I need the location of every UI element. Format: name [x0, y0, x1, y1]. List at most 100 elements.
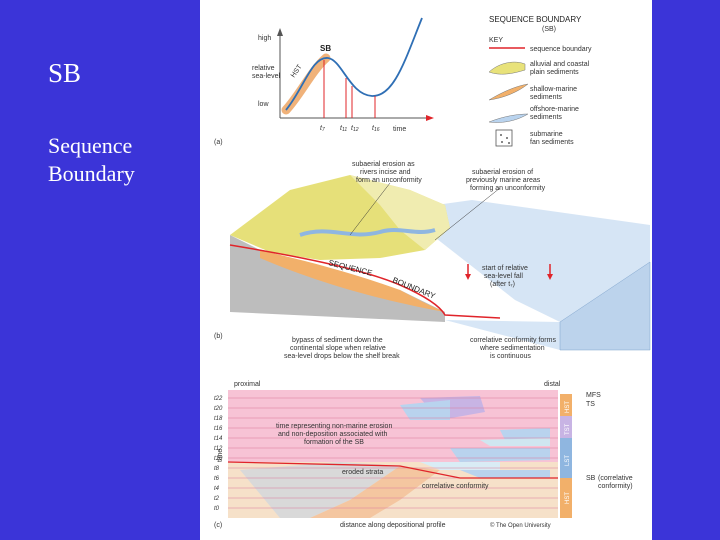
- ts-label: TS: [586, 401, 595, 408]
- y-label-high: high: [258, 35, 271, 42]
- erosion-note-2: and non-deposition associated with: [278, 431, 387, 438]
- panel-b-label: (b): [214, 333, 223, 340]
- system-tract-3: LST: [565, 455, 571, 466]
- subtitle-line-1: Sequence: [48, 133, 133, 158]
- sb-note-1: (correlative: [598, 475, 633, 482]
- sequence-boundary-figure: high relative sea-level low HST SB t7 t1…: [214, 15, 651, 529]
- sb-label: SB: [320, 44, 331, 53]
- system-tract-2: TST: [565, 423, 571, 435]
- callout-1-line-3: form an unconformity: [356, 177, 422, 184]
- x-axis-arrow: [426, 115, 434, 121]
- hst-label: HST: [290, 63, 304, 79]
- copyright: © The Open University: [490, 522, 551, 529]
- tick-t12: t12: [351, 125, 359, 133]
- panel-a-label: (a): [214, 139, 223, 146]
- caption-right-2: where sedimentation: [479, 345, 545, 352]
- key-swatch-shallow: [488, 83, 529, 101]
- svg-text:t20: t20: [214, 406, 223, 412]
- key-item-2a: alluvial and coastal: [530, 61, 590, 68]
- caption-right-1: correlative conformity forms: [470, 337, 556, 344]
- y-axis-arrow: [277, 28, 283, 36]
- erosion-note-3: formation of the SB: [304, 439, 364, 446]
- key-item-4b: sediments: [530, 114, 562, 121]
- key-item-4a: offshore-marine: [530, 106, 579, 113]
- svg-text:t14: t14: [214, 436, 223, 442]
- sea-fall-arrow-2: [547, 274, 553, 280]
- callout-3-line-2: sea-level fall: [484, 273, 523, 280]
- tick-t16: t16: [372, 125, 380, 133]
- shallow-wedge: [260, 250, 445, 312]
- slide-title: SB: [48, 58, 82, 88]
- x-label-time: time: [393, 126, 406, 133]
- caption-left-2: continental slope when relative: [290, 345, 386, 352]
- key-item-3a: shallow-marine: [530, 86, 577, 93]
- svg-text:t22: t22: [214, 396, 223, 402]
- correlative-conformity-label: correlative conformity: [422, 483, 489, 490]
- y-axis-time-c: time: [217, 449, 224, 462]
- svg-text:t10: t10: [214, 456, 223, 462]
- svg-text:t2: t2: [214, 496, 220, 502]
- proximal-label: proximal: [234, 381, 261, 388]
- key-item-3b: sediments: [530, 94, 562, 101]
- key-swatch-fan: [495, 129, 513, 147]
- sea-side: [559, 261, 651, 351]
- key-item-5a: submarine: [530, 131, 563, 138]
- svg-text:t0: t0: [214, 506, 220, 512]
- key-heading-2: (SB): [542, 26, 556, 33]
- key-legend: SEQUENCE BOUNDARY (SB) KEY sequence boun…: [488, 15, 592, 147]
- callout-2-line-3: forming an unconformity: [470, 185, 546, 192]
- sequence-boundary-line: [229, 244, 501, 319]
- system-tract-4: HST: [565, 492, 571, 504]
- svg-text:t4: t4: [214, 486, 220, 492]
- svg-text:t12: t12: [214, 446, 223, 452]
- sb-note-2: conformity): [598, 483, 633, 490]
- caption-left-1: bypass of sediment down the: [292, 337, 383, 344]
- panel-b-block-diagram: SEQUENCE BOUNDARY subaerial erosion as r…: [214, 161, 651, 360]
- panel-a-sea-level-graph: high relative sea-level low HST SB t7 t1…: [214, 17, 434, 146]
- callout-2-line-1: subaerial erosion of: [472, 169, 533, 176]
- sb-label-c: SB: [586, 475, 596, 482]
- svg-text:t18: t18: [214, 416, 223, 422]
- key-item-2b: plain sediments: [530, 69, 579, 76]
- sea-surface: [400, 200, 650, 322]
- key-swatch-alluvial: [488, 61, 526, 75]
- svg-text:t6: t6: [214, 476, 220, 482]
- callout-2-line-2: previously marine areas: [466, 177, 541, 184]
- slide-subtitle: Sequence Boundary: [48, 132, 198, 188]
- time-tick-labels: t22 t20 t18 t16 t14 t12 t10 t8 t6 t4 t2 …: [214, 396, 223, 512]
- river: [299, 228, 436, 237]
- time-lines: [228, 397, 558, 509]
- sb-line-c: [227, 461, 558, 479]
- callout-1-line-2: rivers incise and: [360, 169, 411, 176]
- y-label-sea-level: sea-level: [252, 73, 280, 80]
- callout-1-line-1: subaerial erosion as: [352, 161, 415, 168]
- x-axis-label-c: distance along depositional profile: [340, 522, 446, 529]
- y-label-relative: relative: [252, 65, 275, 72]
- erosion-note-1: time representing non-marine erosion: [276, 423, 392, 430]
- callout-3-line-1: start of relative: [482, 265, 528, 272]
- eroded-strata-wedge: [240, 462, 400, 518]
- sea-fall-arrow-1: [465, 274, 471, 280]
- sea-level-curve: [285, 17, 423, 111]
- svg-text:t8: t8: [214, 466, 220, 472]
- svg-text:t16: t16: [214, 426, 223, 432]
- panel-c-label: (c): [214, 522, 222, 529]
- key-item-5b: fan sediments: [530, 139, 574, 146]
- distal-label: distal: [544, 381, 561, 388]
- key-title: KEY: [489, 37, 503, 44]
- y-label-low: low: [258, 101, 269, 108]
- mfs-label: MFS: [586, 392, 601, 399]
- panel-c-chronostratigraphy: proximal distal t22 t20 t18: [214, 381, 633, 529]
- system-tract-1: HST: [565, 401, 571, 413]
- key-heading-1: SEQUENCE BOUNDARY: [489, 15, 582, 24]
- caption-left-3: sea-level drops below the shelf break: [284, 353, 400, 360]
- key-swatch-offshore: [488, 113, 529, 123]
- tick-t7: t7: [320, 125, 325, 133]
- caption-right-3: is continuous: [490, 353, 531, 360]
- callout-3-line-3: (after t₇): [490, 281, 515, 288]
- subtitle-line-2: Boundary: [48, 161, 135, 186]
- eroded-strata-label: eroded strata: [342, 469, 383, 476]
- tick-t11: t11: [340, 125, 347, 133]
- key-item-1: sequence boundary: [530, 46, 592, 53]
- figure-panel: high relative sea-level low HST SB t7 t1…: [200, 0, 652, 540]
